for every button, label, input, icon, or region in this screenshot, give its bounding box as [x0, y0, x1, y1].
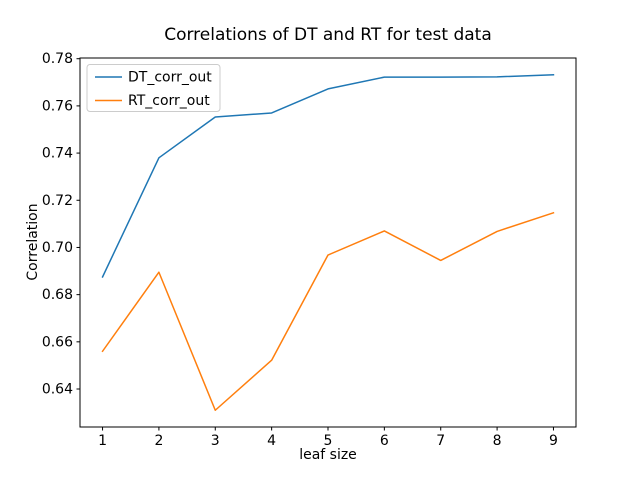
- y-tick-label: 0.76: [42, 98, 73, 114]
- x-tick-label: 4: [267, 433, 276, 449]
- legend-label: RT_corr_out: [128, 93, 210, 109]
- x-axis-ticks: 1 2 3 4 5 6 7 8 9: [98, 427, 558, 449]
- x-tick-label: 9: [549, 433, 558, 449]
- axes-spines: [79, 57, 577, 428]
- x-tick-label: 1: [98, 433, 107, 449]
- x-tick-label: 5: [324, 433, 333, 449]
- y-axis-label: Correlation: [25, 203, 41, 280]
- x-tick-label: 7: [436, 433, 445, 449]
- x-axis-label: leaf size: [299, 447, 357, 463]
- plot-spines: [79, 57, 577, 428]
- chart-title: Correlations of DT and RT for test data: [164, 25, 492, 45]
- legend-label: DT_corr_out: [128, 70, 212, 86]
- x-tick-label: 2: [154, 433, 163, 449]
- y-axis-ticks: 0.64 0.66 0.68 0.70 0.72 0.74 0.76 0.78: [42, 51, 80, 398]
- y-tick-label: 0.64: [42, 382, 73, 398]
- y-tick-label: 0.78: [42, 51, 73, 67]
- y-tick-label: 0.74: [42, 146, 73, 162]
- y-tick-label: 0.70: [42, 240, 73, 256]
- series-line-rt_corr_out: [101, 211, 555, 411]
- y-tick-label: 0.68: [42, 287, 73, 303]
- x-tick-label: 8: [493, 433, 502, 449]
- y-tick-label: 0.72: [42, 193, 73, 209]
- y-tick-label: 0.66: [42, 334, 73, 350]
- x-tick-label: 6: [380, 433, 389, 449]
- series-line-dt_corr_out: [101, 73, 555, 278]
- legend: DT_corr_out RT_corr_out: [86, 64, 221, 112]
- x-tick-label: 3: [211, 433, 220, 449]
- series-lines: [101, 73, 555, 411]
